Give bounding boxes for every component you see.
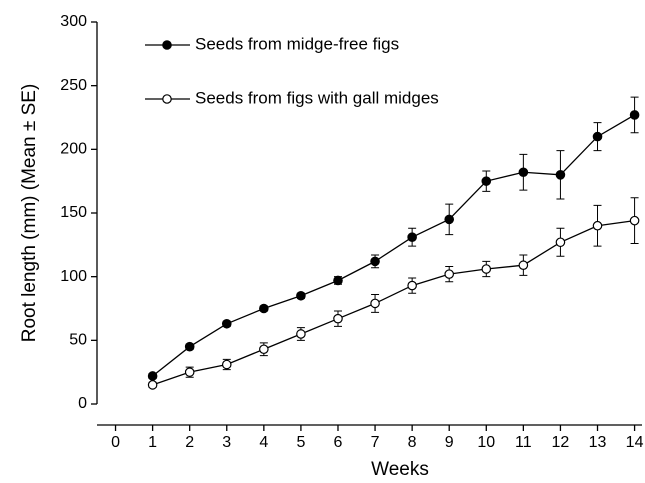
point	[592, 220, 603, 231]
point	[147, 380, 158, 390]
point	[518, 260, 529, 271]
y-tick-label: 300	[60, 13, 87, 30]
x-tick-label: 11	[515, 434, 532, 451]
legend-marker	[162, 94, 172, 104]
point	[555, 237, 566, 248]
x-tick-label: 1	[148, 434, 157, 451]
point	[555, 170, 566, 180]
point	[481, 264, 492, 274]
x-tick-label: 13	[589, 434, 607, 451]
series-line	[152, 219, 635, 386]
point	[333, 275, 343, 286]
series-line	[152, 114, 635, 377]
x-tick-label: 8	[408, 434, 417, 451]
point	[629, 215, 640, 226]
point	[147, 371, 158, 381]
point	[444, 214, 455, 225]
point	[592, 131, 603, 142]
point	[481, 176, 492, 186]
legend-label: Seeds from figs with gall midges	[195, 88, 439, 107]
x-tick-label: 0	[111, 434, 120, 451]
y-tick-label: 200	[60, 141, 87, 158]
y-axis-label: Root length (mm) (Mean ± SE)	[19, 84, 40, 343]
point	[629, 110, 640, 120]
x-tick-label: 7	[371, 434, 380, 451]
y-tick-label: 50	[69, 332, 87, 349]
x-tick-label: 14	[626, 434, 644, 451]
x-axis-label: Weeks	[371, 459, 429, 480]
x-tick-label: 4	[259, 434, 268, 451]
point	[221, 359, 232, 370]
point	[370, 256, 380, 267]
point	[444, 269, 455, 279]
y-tick-label: 250	[60, 77, 87, 94]
y-tick-label: 100	[60, 268, 87, 285]
x-tick-label: 3	[222, 434, 231, 451]
legend-label: Seeds from midge-free figs	[195, 34, 399, 53]
y-tick-label: 150	[60, 204, 87, 221]
x-tick-label: 2	[185, 434, 194, 451]
x-tick-label: 5	[296, 434, 305, 451]
point	[184, 341, 195, 352]
point	[259, 303, 269, 314]
point	[333, 313, 343, 324]
point	[184, 367, 195, 377]
point	[518, 167, 529, 178]
x-tick-label: 9	[445, 434, 454, 451]
x-tick-label: 10	[477, 434, 495, 451]
x-tick-label: 12	[552, 434, 570, 451]
point	[407, 280, 417, 291]
legend-marker	[162, 40, 172, 50]
point	[407, 232, 417, 242]
point	[370, 298, 380, 309]
y-tick-label: 0	[78, 395, 87, 412]
point	[296, 329, 306, 339]
point	[259, 344, 269, 355]
point	[296, 290, 306, 301]
point	[221, 318, 232, 329]
x-tick-label: 6	[334, 434, 343, 451]
